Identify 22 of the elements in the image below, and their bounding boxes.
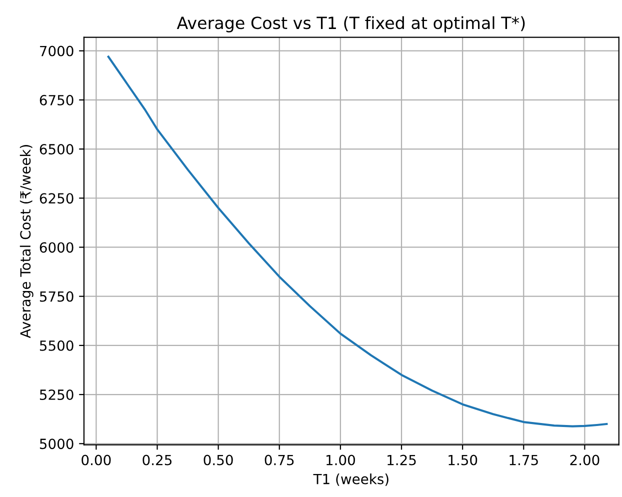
y-tick-label: 5250 [40,390,74,400]
x-tick-label: 2.00 [570,454,600,466]
x-tick-label: 0.25 [142,454,172,466]
x-tick-label: 1.25 [388,454,416,466]
y-tick-label: 6250 [40,193,74,204]
x-tick-label: 1.00 [326,454,355,466]
y-axis-title: Average Total Cost (₹/week) [20,145,34,338]
x-tick-label: 0.00 [82,454,111,466]
line-series [107,56,608,428]
x-tick-label: 0.75 [264,454,294,466]
y-tick-label: 6500 [40,144,74,155]
x-tick-label: 0.50 [204,454,233,466]
chart-title: Average Cost vs T1 (T fixed at optimal T*) [176,16,525,32]
x-tick-label: 1.50 [448,454,478,466]
y-tick-label: 5000 [40,438,74,450]
x-tick-label: 1.75 [510,454,538,466]
y-tick-label: 6000 [40,242,74,253]
x-axis-title: T1 (weeks) [313,474,388,486]
y-tick-label: 7000 [40,46,74,56]
y-tick-label: 6750 [40,94,74,106]
y-tick-label: 5750 [40,291,74,302]
y-tick-label: 5500 [40,340,74,351]
